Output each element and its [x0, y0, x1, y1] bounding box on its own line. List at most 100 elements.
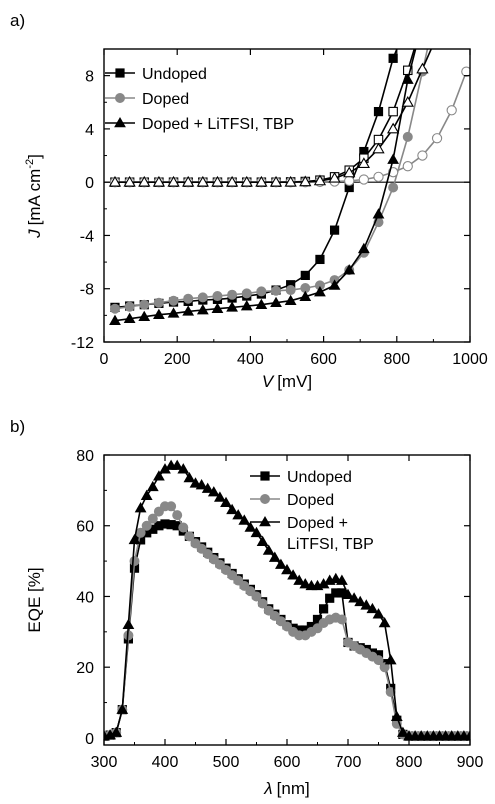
y-tick-label: 0 [85, 175, 94, 192]
data-point-lithium-2-8 [146, 480, 159, 492]
data-point-lithium-4-8 [226, 301, 238, 312]
x-tick-label: 400 [237, 351, 264, 368]
data-point-lithium-2-17 [201, 482, 214, 493]
data-point-lithium-4-2 [138, 310, 151, 321]
panel-b-legend: Undoped Doped Doped + LiTFSI, TBP [250, 469, 374, 553]
data-point-lithium-4-17 [357, 242, 370, 254]
data-point-lithium-2-29 [275, 558, 287, 569]
data-point-lithium-4-16 [343, 264, 356, 275]
x-tick-label: 900 [457, 754, 484, 771]
legend-label-lithium-line2: LiTFSI, TBP [287, 536, 374, 553]
data-point-lithium-4-4 [167, 307, 180, 318]
data-point-lithium-5-12 [284, 175, 297, 187]
data-point-lithium-2-38 [329, 572, 342, 584]
data-point-doped-1-11 [166, 501, 177, 512]
legend-marker-doped [259, 493, 270, 504]
data-point-lithium-2-18 [207, 486, 220, 497]
data-point-doped-1-45 [373, 655, 384, 666]
data-point-lithium-5-6 [196, 175, 209, 187]
data-point-undoped-0-13 [300, 270, 310, 281]
data-point-lithium-5-4 [167, 175, 180, 187]
legend-marker-undoped [115, 68, 125, 78]
data-point-lithium-4-19 [387, 153, 400, 164]
data-point-doped-2-9 [241, 288, 252, 299]
data-point-lithium-5-9 [240, 175, 253, 187]
legend-label-doped: Doped [142, 91, 189, 108]
panel-a-x-axis-title: V [mV] [262, 372, 312, 391]
x-tick-label: 600 [310, 351, 337, 368]
data-point-lithium-4-11 [270, 296, 282, 308]
data-point-lithium-2-16 [195, 479, 208, 490]
legend-marker-lithium [114, 116, 126, 128]
panel-a-y-axis-title: J[mA cm-2] [24, 154, 44, 239]
data-point-undoped-0-18 [373, 106, 384, 117]
data-point-doped-1-12 [172, 510, 183, 521]
data-point-lithium-5-19 [386, 122, 400, 134]
data-point-lithium-2-12 [171, 459, 184, 470]
data-point-lithium-2-3 [116, 703, 129, 714]
data-point-lithium-4-1 [123, 312, 136, 323]
data-point-lithium-2-27 [262, 544, 275, 555]
legend-label-lithium: Doped + [287, 515, 348, 532]
data-point-doped-2-11 [271, 285, 282, 296]
data-point-lithium-2-48 [390, 710, 403, 722]
data-point-lithium-2-7 [140, 489, 153, 500]
data-point-lithium-4-5 [182, 305, 195, 316]
x-tick-label: 400 [152, 754, 179, 771]
data-point-doped-2-4 [168, 295, 179, 306]
x-tick-label: 800 [383, 351, 410, 368]
data-point-doped-2-3 [153, 297, 164, 308]
data-point-lithium-4-10 [255, 298, 268, 310]
data-point-lithium-2-49 [397, 726, 409, 737]
legend-marker-lithium [259, 515, 271, 527]
data-point-lithium-2-23 [238, 514, 251, 525]
data-point-doped-2-6 [197, 292, 208, 303]
data-point-undoped-1-18 [373, 134, 384, 145]
data-point-undoped-1-19 [388, 106, 398, 117]
panel-a-legend: Undoped Doped Doped + LiTFSI, TBP [105, 66, 294, 133]
data-point-lithium-2-44 [366, 602, 379, 614]
data-point-lithium-4-18 [372, 208, 385, 219]
data-point-doped-1-7 [141, 520, 152, 531]
data-point-lithium-5-10 [255, 175, 268, 187]
data-point-doped-2-0 [109, 303, 120, 314]
data-point-doped-2-2 [139, 299, 150, 310]
series-line-lithium-4 [114, 49, 417, 322]
data-point-doped-1-26 [257, 598, 268, 609]
data-point-lithium-5-8 [225, 175, 239, 187]
data-point-lithium-4-7 [211, 302, 224, 314]
data-point-undoped-0-14 [315, 254, 325, 265]
data-point-lithium-2-33 [299, 578, 312, 589]
panel-a: a) 0 200 400 600 800 1000 -12 -8 -4 0 4 8 Undoped Do… [10, 11, 488, 391]
data-point-lithium-5-1 [123, 175, 136, 187]
data-point-lithium-5-0 [108, 175, 122, 187]
data-point-lithium-2-30 [281, 563, 293, 575]
y-tick-label: -8 [80, 282, 94, 299]
y-tick-label: 20 [76, 660, 94, 677]
data-point-lithium-2-19 [214, 491, 226, 502]
data-point-lithium-2-41 [348, 592, 360, 603]
data-point-doped-2-10 [256, 286, 267, 297]
x-tick-label: 700 [335, 754, 362, 771]
data-point-lithium-5-18 [372, 142, 385, 154]
x-tick-label: 600 [274, 754, 301, 771]
x-tick-label: 1000 [452, 351, 488, 368]
data-point-lithium-4-0 [109, 314, 121, 325]
data-point-lithium-2-26 [256, 535, 269, 546]
data-point-lithium-2-40 [342, 588, 354, 599]
y-tick-label: 40 [76, 589, 94, 606]
data-point-lithium-2-20 [220, 496, 232, 508]
x-tick-label: 500 [213, 754, 240, 771]
data-point-lithium-2-25 [250, 526, 263, 538]
data-point-lithium-2-15 [189, 477, 202, 488]
data-point-lithium-4-3 [153, 308, 165, 319]
data-point-lithium-5-15 [328, 171, 341, 183]
data-point-lithium-5-20 [401, 95, 414, 107]
data-point-lithium-5-14 [313, 174, 327, 186]
data-point-lithium-5-7 [211, 175, 224, 187]
legend-label-lithium: Doped + LiTFSI, TBP [142, 116, 294, 133]
data-point-lithium-2-46 [378, 616, 391, 628]
data-point-doped-1-14 [184, 531, 195, 542]
legend-marker-undoped [260, 471, 270, 481]
